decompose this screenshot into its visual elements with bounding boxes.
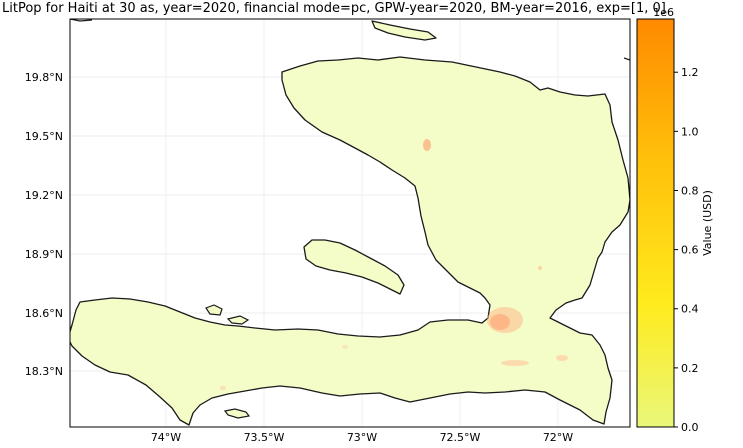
colorbar-offset-label: 1e6 [653,6,674,19]
colorbar-tick-label: 1.2 [681,66,699,79]
lon-tick-label: 73°W [347,431,377,444]
colorbar-tick-label: 0.8 [681,184,699,197]
lon-tick-label: 72°W [543,431,573,444]
islet-cayemites [205,304,223,316]
lat-tick-label: 18.6°N [25,307,63,320]
lon-tick-label: 74°W [151,431,181,444]
map-frame [69,18,631,428]
gonave-island [303,239,405,295]
lat-tick-label: 18.3°N [25,365,63,378]
tortuga-island [371,20,437,41]
colorbar-tick-label: 1.0 [681,125,699,138]
colorbar-gradient [636,18,675,428]
colorbar-tick-label: 0.6 [681,244,699,257]
haiti-mainland [70,56,630,426]
colorbar-label: Value (USD) [701,190,714,256]
colorbar-tick-label: 0.0 [681,421,699,434]
colorbar-tick-label: 0.4 [681,303,699,316]
coast-fragment-top [70,19,93,22]
colorbar-ticks: 0.0 0.2 0.4 0.6 0.8 1.0 1.2 [674,66,699,434]
lon-tick-label: 72.5°W [440,431,481,444]
lat-tick-label: 19.8°N [25,71,63,84]
lon-tick-labels: 74°W 73.5°W 73°W 72.5°W 72°W [151,431,573,444]
lon-tick-label: 73.5°W [244,431,285,444]
lat-tick-labels: 19.8°N 19.5°N 19.2°N 18.9°N 18.6°N 18.3°… [25,71,63,378]
lat-tick-label: 18.9°N [25,248,63,261]
islet-cayemites-2 [226,315,250,325]
lat-tick-label: 19.5°N [25,130,63,143]
colorbar-tick-label: 0.2 [681,362,699,375]
lat-tick-label: 19.2°N [25,189,63,202]
value-hotspots [220,139,568,390]
islet-southwest [223,408,251,419]
coast-fragment-right [623,57,630,61]
map-title: LitPop for Haiti at 30 as, year=2020, fi… [2,1,666,16]
colorbar: 1e6 0.0 0.2 0.4 0.6 0.8 1.0 1.2 Value (USD) [636,6,714,434]
